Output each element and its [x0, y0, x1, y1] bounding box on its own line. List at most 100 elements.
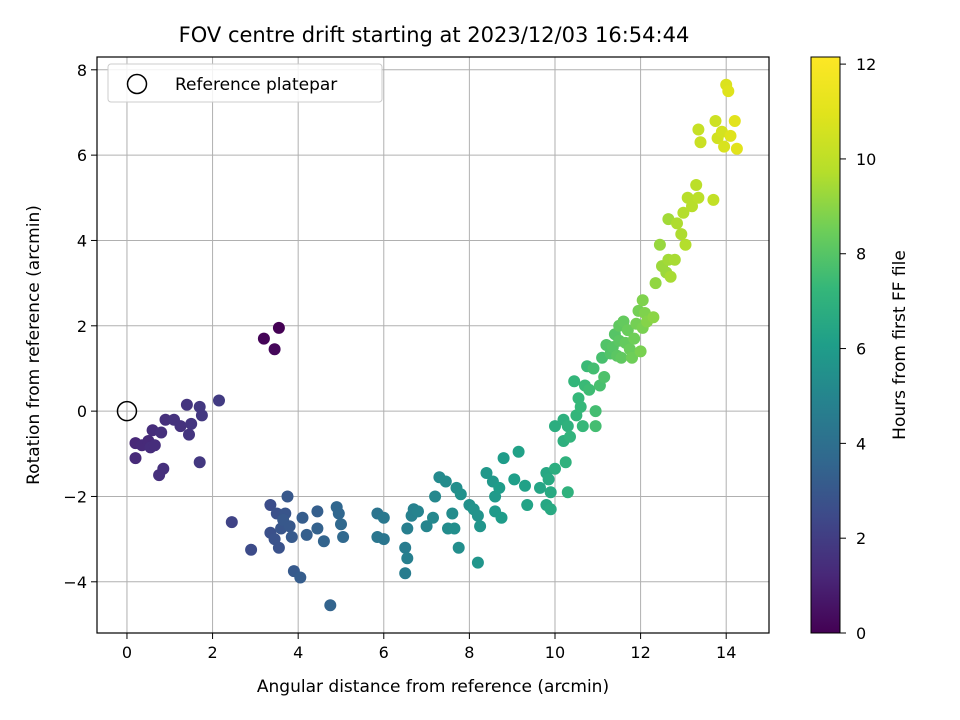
data-point	[709, 115, 722, 127]
data-point	[471, 509, 484, 522]
data-point	[561, 486, 574, 499]
data-point	[589, 420, 602, 433]
chart-title: FOV centre drift starting at 2023/12/03 …	[179, 23, 690, 47]
data-point	[335, 518, 347, 531]
legend-box	[107, 63, 383, 103]
y-axis-ticks: −4 −2 0 2 4 6 8	[63, 61, 97, 592]
data-point	[401, 552, 414, 565]
x-tick-label: 14	[716, 643, 736, 662]
data-point	[621, 324, 634, 337]
data-point	[544, 503, 557, 516]
x-axis-ticks: 0 2 4 6 8 10 12 14	[122, 633, 736, 662]
data-point	[564, 430, 576, 443]
x-tick-label: 12	[630, 643, 650, 662]
data-point	[512, 445, 525, 458]
data-point	[576, 420, 589, 433]
data-point	[281, 490, 294, 503]
data-point	[311, 522, 324, 535]
data-point	[549, 462, 561, 475]
data-point	[598, 371, 611, 383]
data-point	[213, 394, 225, 407]
data-point	[193, 456, 206, 469]
data-point	[317, 535, 330, 548]
legend: Reference platepar	[107, 63, 383, 103]
reference-marker	[116, 400, 138, 422]
x-tick-label: 2	[207, 643, 217, 662]
data-point	[549, 420, 561, 433]
data-point	[626, 351, 638, 364]
legend-marker-icon	[126, 73, 148, 95]
data-point	[668, 253, 681, 266]
legend-entry: Reference platepar	[175, 75, 337, 95]
data-point	[448, 522, 461, 535]
data-point	[534, 481, 546, 494]
data-point	[429, 490, 442, 503]
data-point	[180, 398, 193, 411]
data-point	[420, 520, 433, 533]
x-tick-label: 10	[545, 643, 565, 662]
y-tick-label: 4	[77, 231, 87, 250]
y-tick-label: 6	[77, 146, 87, 165]
data-point	[587, 362, 600, 375]
data-point	[399, 541, 412, 554]
colorbar-tick-label: 4	[856, 434, 866, 453]
data-point	[480, 467, 493, 479]
data-point	[647, 311, 660, 324]
colorbar-tick-label: 6	[856, 340, 866, 359]
colorbar-gradient	[810, 56, 841, 634]
data-point	[377, 511, 390, 524]
data-point	[692, 191, 705, 204]
data-point	[294, 571, 307, 584]
data-point	[559, 456, 572, 469]
data-point	[675, 228, 688, 241]
data-point	[493, 481, 506, 494]
data-point	[264, 499, 277, 511]
data-point	[332, 507, 345, 520]
data-point	[268, 343, 281, 356]
data-point	[615, 351, 628, 364]
data-point	[519, 479, 531, 492]
data-point	[300, 528, 313, 541]
data-point	[628, 332, 641, 345]
data-point	[690, 179, 703, 191]
data-point	[677, 206, 690, 219]
data-point	[497, 452, 510, 465]
data-point	[148, 439, 161, 452]
data-points	[129, 78, 743, 612]
x-tick-label: 0	[122, 643, 132, 662]
data-point	[589, 405, 602, 418]
colorbar-tick-label: 8	[856, 245, 866, 264]
data-point	[412, 505, 424, 518]
data-point	[521, 499, 534, 511]
data-point	[174, 420, 187, 433]
data-point	[653, 238, 666, 251]
data-point	[568, 375, 581, 388]
data-point	[542, 473, 555, 486]
data-point	[722, 85, 735, 98]
data-point	[664, 270, 677, 283]
data-point	[471, 556, 484, 569]
data-point	[544, 486, 557, 499]
plot-frame	[96, 56, 770, 634]
data-point	[401, 522, 414, 535]
data-point	[634, 345, 647, 358]
y-tick-label: 2	[77, 317, 87, 336]
data-point	[337, 531, 350, 543]
data-point	[129, 452, 142, 465]
data-point	[495, 511, 508, 524]
data-point	[245, 543, 258, 556]
data-point	[686, 200, 698, 213]
data-point	[718, 140, 731, 153]
y-tick-label: 0	[77, 402, 87, 421]
data-point	[583, 383, 596, 396]
data-point	[694, 136, 707, 149]
y-tick-label: 8	[77, 61, 87, 80]
colorbar-tick-label: 10	[856, 150, 876, 169]
x-axis-label: Angular distance from reference (arcmin)	[257, 677, 609, 697]
data-point	[185, 417, 198, 430]
data-point	[439, 475, 452, 488]
x-tick-label: 8	[464, 643, 474, 662]
data-point	[157, 462, 170, 475]
data-point	[377, 533, 390, 546]
